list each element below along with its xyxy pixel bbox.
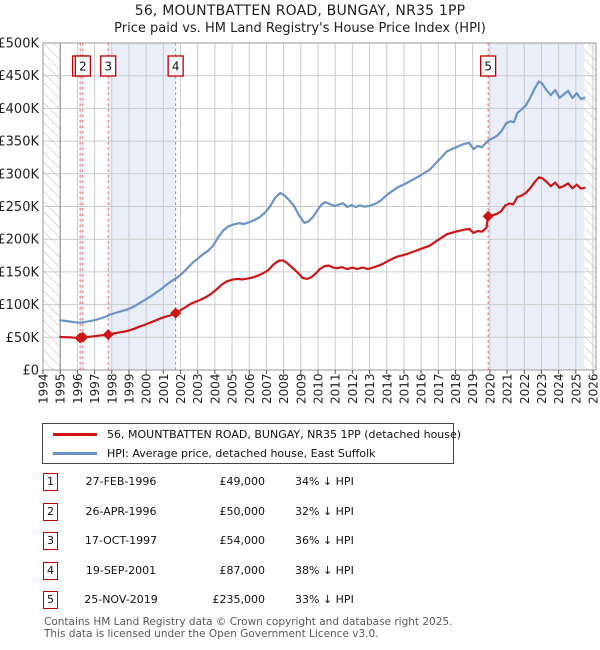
x-tick-label: 2001 — [157, 373, 171, 404]
y-tick-label: £300K — [0, 167, 39, 182]
table-row: 1 27-FEB-1996 £49,000 34% ↓ HPI — [0, 472, 600, 492]
x-tick-label: 2017 — [432, 373, 446, 404]
sale-vs-hpi: 38% ↓ HPI — [295, 564, 354, 577]
sale-marker-diamond — [77, 331, 89, 343]
sale-vs-hpi: 36% ↓ HPI — [295, 534, 354, 547]
x-tick-label: 2021 — [501, 373, 515, 404]
y-tick-label: £200K — [0, 233, 39, 248]
footer-line-2: This data is licensed under the Open Gov… — [44, 627, 379, 640]
x-tick-label: 2010 — [312, 373, 326, 404]
chart-subtitle: Price paid vs. HM Land Registry's House … — [114, 21, 486, 36]
table-row: 5 25-NOV-2019 £235,000 33% ↓ HPI — [0, 590, 600, 610]
y-tick-label: £450K — [0, 69, 39, 84]
sale-date: 26-APR-1996 — [85, 505, 157, 518]
price-line — [59, 176, 586, 340]
sale-marker-number: 3 — [104, 60, 112, 74]
x-tick-label: 2000 — [140, 373, 154, 404]
x-tick-label: 1994 — [37, 373, 51, 404]
x-tick-label: 1995 — [54, 373, 68, 404]
x-tick-label: 2026 — [587, 373, 600, 404]
sale-vs-hpi: 34% ↓ HPI — [295, 475, 354, 488]
sale-date: 27-FEB-1996 — [85, 475, 157, 488]
sale-number-badge: 3 — [43, 532, 58, 550]
x-tick-label: 2002 — [174, 373, 188, 404]
footer: Contains HM Land Registry data © Crown c… — [44, 616, 584, 640]
sale-price: £235,000 — [212, 593, 266, 606]
x-tick-label: 2003 — [191, 373, 205, 404]
hpi-line — [59, 80, 586, 324]
x-tick-label: 2008 — [277, 373, 291, 404]
x-tick-label: 1997 — [88, 373, 102, 404]
sale-price: £50,000 — [219, 505, 266, 518]
x-tick-label: 2022 — [518, 373, 532, 404]
sale-marker-number: 5 — [484, 60, 492, 74]
x-tick-label: 2014 — [380, 373, 394, 404]
x-tick-label: 2024 — [552, 373, 566, 404]
price-chart: 1234519941995199619971998199920002001200… — [0, 37, 600, 405]
y-tick-label: £150K — [0, 265, 39, 280]
y-tick-label: £250K — [0, 200, 39, 215]
x-tick-label: 2011 — [329, 373, 343, 404]
sale-marker-diamond — [482, 210, 494, 222]
legend-label: 56, MOUNTBATTEN ROAD, BUNGAY, NR35 1PP (… — [107, 427, 462, 441]
y-tick-label: £100K — [0, 298, 39, 313]
sale-price: £49,000 — [219, 475, 266, 488]
x-tick-label: 2012 — [346, 373, 360, 404]
x-tick-label: 2005 — [226, 373, 240, 404]
legend-row: 56, MOUNTBATTEN ROAD, BUNGAY, NR35 1PP (… — [43, 425, 461, 444]
sale-marker-diamond — [170, 307, 182, 319]
legend-row: HPI: Average price, detached house, East… — [43, 444, 453, 463]
sale-number-badge: 4 — [43, 562, 58, 580]
x-tick-label: 2004 — [208, 373, 222, 404]
sale-marker-box — [100, 55, 117, 77]
x-tick-label: 2025 — [569, 373, 583, 404]
y-tick-label: £50K — [6, 331, 40, 346]
sale-number-badge: 2 — [43, 503, 58, 521]
x-tick-label: 2006 — [243, 373, 257, 404]
sale-marker-box — [74, 55, 91, 77]
x-tick-label: 2018 — [449, 373, 463, 404]
x-tick-label: 1999 — [122, 373, 136, 404]
hpi-legend: 56, MOUNTBATTEN ROAD, BUNGAY, NR35 1PP (… — [42, 423, 461, 464]
x-tick-label: 2019 — [466, 373, 480, 404]
x-tick-label: 2016 — [415, 373, 429, 404]
table-row: 3 17-OCT-1997 £54,000 36% ↓ HPI — [0, 531, 600, 551]
sale-price: £87,000 — [219, 564, 266, 577]
sale-vs-hpi: 33% ↓ HPI — [295, 593, 354, 606]
sale-marker-diamond — [102, 329, 114, 341]
x-tick-label: 1998 — [105, 373, 119, 404]
legend-label: HPI: Average price, detached house, East… — [107, 446, 376, 460]
y-tick-label: £500K — [0, 37, 39, 52]
sale-marker-box — [167, 55, 184, 77]
y-tick-label: £400K — [0, 102, 39, 117]
sale-vs-hpi: 32% ↓ HPI — [295, 505, 354, 518]
sale-date: 19-SEP-2001 — [85, 564, 157, 577]
sale-marker-number: 4 — [172, 60, 180, 74]
sale-number-badge: 5 — [43, 591, 58, 609]
table-row: 2 26-APR-1996 £50,000 32% ↓ HPI — [0, 502, 600, 522]
sale-marker-number: 2 — [79, 60, 87, 74]
footer-line-1: Contains HM Land Registry data © Crown c… — [44, 616, 453, 628]
x-tick-label: 2013 — [363, 373, 377, 404]
chart-title: 56, MOUNTBATTEN ROAD, BUNGAY, NR35 1PP — [134, 3, 466, 19]
y-tick-label: £350K — [0, 135, 39, 150]
y-tick-label: £0 — [22, 364, 39, 379]
sale-date: 17-OCT-1997 — [84, 534, 158, 547]
x-tick-label: 2009 — [294, 373, 308, 404]
sale-marker-box — [479, 55, 497, 77]
sale-price: £54,000 — [219, 534, 266, 547]
table-row: 4 19-SEP-2001 £87,000 38% ↓ HPI — [0, 561, 600, 581]
sale-date: 25-NOV-2019 — [84, 593, 158, 606]
x-tick-label: 2015 — [397, 373, 411, 404]
x-tick-label: 1996 — [71, 373, 85, 404]
hpi-line-swatch — [53, 451, 97, 455]
x-tick-label: 2020 — [483, 373, 497, 404]
sale-number-badge: 1 — [43, 473, 58, 491]
plot-border — [42, 42, 597, 371]
x-tick-label: 2007 — [260, 373, 274, 404]
price-line-swatch — [53, 432, 97, 436]
x-tick-label: 2023 — [535, 373, 549, 404]
